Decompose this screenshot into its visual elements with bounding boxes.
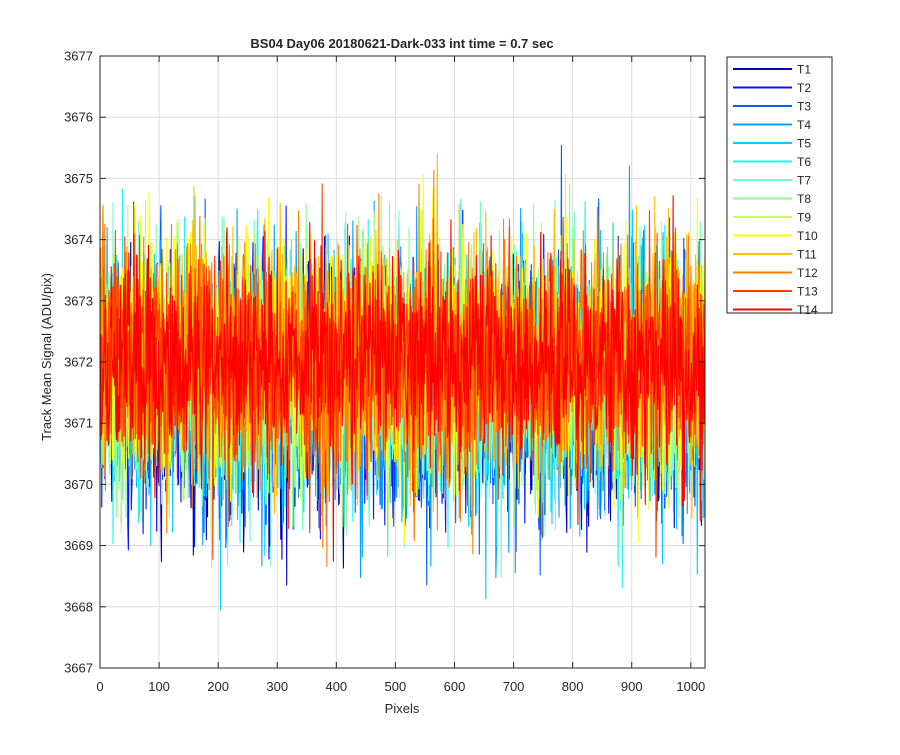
legend-label-t9: T9: [797, 211, 811, 225]
chart-title: BS04 Day06 20180621-Dark-033 int time = …: [250, 36, 553, 51]
y-tick-label: 3668: [64, 599, 93, 614]
legend-label-t11: T11: [797, 248, 817, 262]
y-tick-label: 3672: [64, 355, 93, 370]
y-tick-label: 3673: [64, 293, 93, 308]
x-tick-label: 900: [621, 679, 643, 694]
legend-label-t6: T6: [797, 155, 811, 169]
y-tick-label: 3667: [64, 661, 93, 676]
legend-label-t13: T13: [797, 285, 818, 299]
y-tick-label: 3676: [64, 110, 93, 125]
legend-label-t2: T2: [797, 81, 811, 95]
y-tick-label: 3675: [64, 171, 93, 186]
x-tick-label: 400: [325, 679, 347, 694]
legend-label-t5: T5: [797, 137, 811, 151]
x-tick-label: 600: [444, 679, 466, 694]
legend-label-t10: T10: [797, 229, 818, 243]
y-tick-label: 3670: [64, 477, 93, 492]
legend-label-t4: T4: [797, 118, 811, 132]
x-tick-label: 800: [562, 679, 584, 694]
x-tick-label: 500: [385, 679, 407, 694]
legend-label-t12: T12: [797, 266, 818, 280]
x-tick-label: 100: [148, 679, 170, 694]
x-axis: 0 100 200 300 400 500 600 700 800 900 1000: [96, 56, 705, 694]
legend-label-t8: T8: [797, 192, 811, 206]
x-tick-label: 1000: [676, 679, 705, 694]
y-tick-label: 3677: [64, 49, 93, 64]
y-tick-label: 3671: [64, 416, 93, 431]
series-layer: [100, 144, 705, 611]
legend-label-t7: T7: [797, 174, 811, 188]
x-axis-label: Pixels: [385, 701, 420, 716]
legend-box: [726, 56, 833, 314]
series-line-t14: [100, 195, 705, 562]
x-tick-label: 700: [503, 679, 525, 694]
legend-label-t1: T1: [797, 63, 811, 77]
series-line-t13: [100, 183, 705, 560]
x-tick-label: 200: [207, 679, 229, 694]
x-tick-label: 0: [96, 679, 103, 694]
x-tick-label: 300: [266, 679, 288, 694]
legend-label-t14: T14: [797, 303, 818, 317]
y-axis-label: Track Mean Signal (ADU/pix): [39, 273, 54, 441]
y-axis: 3667 3668 3669 3670 3671 3672 3673 3674 3675 3676…: [64, 49, 705, 676]
legend-label-t3: T3: [797, 100, 811, 114]
y-tick-label: 3669: [64, 538, 93, 553]
legend: T1 T2 T3 T4 T5 T6 T7 T8 T9 T10 T11 T12 T13 T14: [726, 56, 833, 317]
y-tick-label: 3674: [64, 232, 93, 247]
